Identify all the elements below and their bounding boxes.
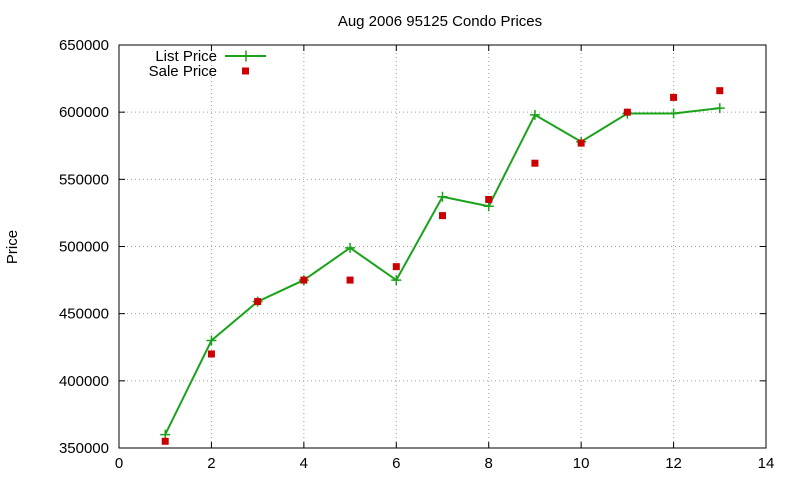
list-price-point — [437, 191, 448, 202]
sale-price-point — [623, 108, 631, 116]
x-tick-label: 0 — [115, 455, 123, 472]
legend-label-sale-price: Sale Price — [149, 63, 217, 80]
sale-price-point — [670, 93, 678, 101]
x-tick-label: 10 — [573, 455, 590, 472]
sale-price-point — [161, 437, 169, 445]
list-price-point — [345, 242, 356, 253]
sale-price-point — [207, 350, 215, 358]
y-tick-label: 600000 — [59, 104, 109, 121]
sale-price-point — [716, 87, 724, 95]
list-price-point — [206, 335, 217, 346]
sale-price-point — [577, 139, 585, 147]
grid-layer — [119, 45, 766, 448]
legend-label-list-price: List Price — [155, 48, 217, 65]
x-tick-label: 6 — [392, 455, 400, 472]
legend-marker-list-price — [240, 50, 252, 62]
sale-price-point — [439, 212, 446, 220]
y-tick-label: 650000 — [59, 37, 109, 54]
list-price-point — [391, 275, 402, 286]
y-tick-label: 400000 — [59, 373, 109, 390]
x-tick-label: 14 — [758, 455, 775, 472]
plot-frame — [118, 44, 767, 449]
tick-layer: 0 2 4 6 8 10 12 14 350000 400000 450000 500000 55000… — [59, 37, 774, 472]
y-tick-label: 550000 — [59, 171, 109, 188]
sale-price-point — [392, 263, 400, 271]
y-axis-label: Price — [4, 230, 21, 264]
series-line-list-price — [164, 107, 720, 436]
series-layer — [160, 87, 725, 445]
legend: List Price Sale Price — [149, 48, 266, 80]
chart-title: Aug 2006 95125 Condo Prices — [338, 13, 542, 30]
sale-price-point — [531, 159, 539, 167]
list-price-point — [668, 108, 679, 119]
sale-price-point — [254, 298, 262, 306]
list-price-point — [529, 109, 540, 120]
x-tick-label: 2 — [207, 455, 215, 472]
y-tick-label: 450000 — [59, 306, 109, 323]
legend-marker-sale-price — [242, 67, 249, 75]
y-tick-label: 350000 — [59, 440, 109, 457]
list-price-point — [714, 103, 725, 114]
x-tick-label: 8 — [485, 455, 493, 472]
x-tick-label: 12 — [665, 455, 682, 472]
y-tick-label: 500000 — [59, 239, 109, 256]
sale-price-point — [485, 195, 493, 203]
sale-price-point — [300, 276, 308, 284]
x-tick-label: 4 — [300, 455, 308, 472]
sale-price-point — [346, 276, 354, 284]
